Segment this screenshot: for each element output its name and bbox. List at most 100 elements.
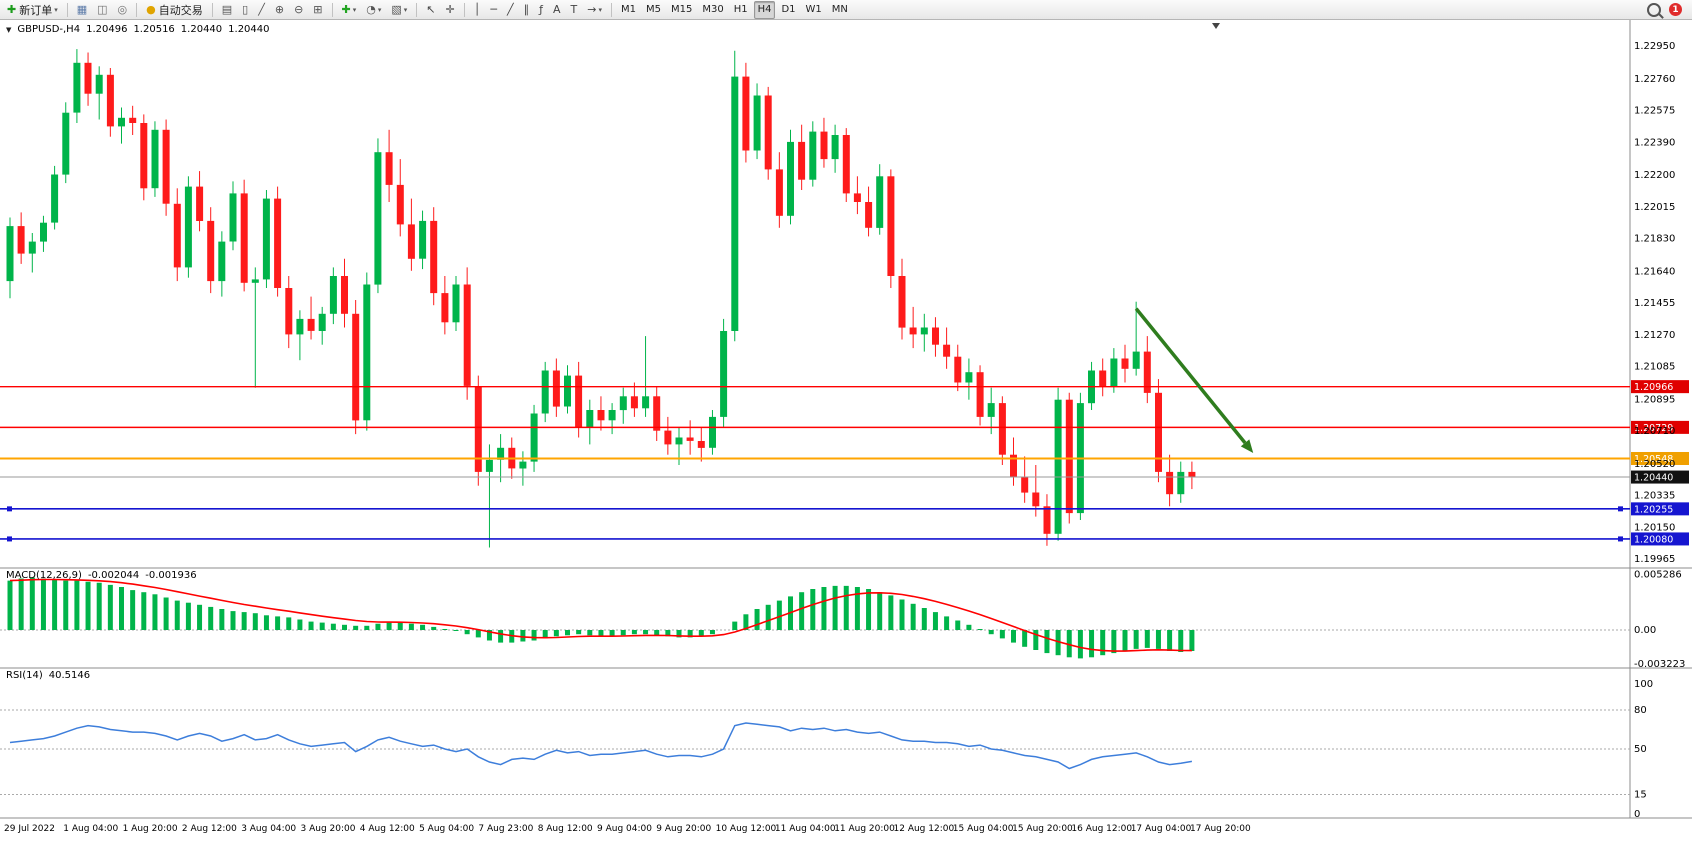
- arrows-button-caret[interactable]: ▾: [598, 5, 602, 14]
- arrows-button[interactable]: → ▾: [583, 1, 606, 19]
- bar-chart-icon: ▤: [221, 3, 233, 16]
- candle: [853, 176, 861, 215]
- autotrading-button[interactable]: ● 自动交易: [142, 1, 207, 19]
- periods-button-caret[interactable]: ▾: [377, 5, 382, 14]
- candle: [51, 165, 59, 230]
- zoom-in-button[interactable]: ⊕: [271, 1, 288, 19]
- candle: [530, 404, 538, 472]
- low-value: 1.20440: [180, 24, 223, 35]
- bid-price-line-tag-label: 1.20440: [1634, 473, 1673, 484]
- macd-axis-max: 0.005286: [1634, 569, 1682, 580]
- chart-collapse-button[interactable]: ▼: [6, 25, 12, 34]
- candle: [452, 276, 460, 331]
- timeframe-mn-button[interactable]: MN: [828, 1, 852, 19]
- candle: [865, 186, 873, 237]
- candle: [519, 451, 527, 486]
- candle: [842, 128, 850, 202]
- timeframe-d1-button[interactable]: D1: [777, 1, 799, 19]
- rsi-axis-label: 15: [1634, 790, 1647, 801]
- candle: [653, 386, 661, 441]
- resistance-line-2-tag-label: 1.20729: [1634, 423, 1673, 434]
- rsi-value: 40.5146: [48, 670, 91, 681]
- candle: [987, 387, 995, 435]
- horizontal-line-button[interactable]: ─: [486, 1, 501, 19]
- text-icon: A: [552, 3, 561, 16]
- crosshair-button[interactable]: ✛: [442, 1, 459, 19]
- line-chart-button[interactable]: ╱: [254, 1, 269, 19]
- text-button[interactable]: A: [549, 1, 565, 19]
- candlestick-chart-button[interactable]: ▯: [238, 1, 252, 19]
- timeframe-m30-button[interactable]: M30: [698, 1, 727, 19]
- new-order-button-caret[interactable]: ▾: [54, 5, 58, 14]
- indicators-button-caret[interactable]: ▾: [352, 5, 357, 14]
- timeframe-h4-button[interactable]: H4: [753, 0, 776, 19]
- zoom-out-button[interactable]: ⊖: [290, 1, 307, 19]
- cursor-button[interactable]: ↖: [422, 1, 439, 19]
- macd-signal-line: [9, 578, 1192, 652]
- candle: [62, 102, 70, 184]
- support-line-blue-1-endpoint[interactable]: [7, 506, 12, 512]
- timeframe-h4-button-label: H4: [757, 4, 772, 15]
- candle: [485, 444, 493, 548]
- support-line-blue-2-tag: [1631, 532, 1689, 546]
- price-axis-label: 1.20150: [1634, 522, 1675, 533]
- notification-badge[interactable]: 1: [1669, 3, 1682, 16]
- channel-button[interactable]: ∥: [520, 1, 534, 19]
- timeframe-w1-button[interactable]: W1: [802, 1, 826, 19]
- toolbar-separator: [66, 2, 68, 17]
- candle: [998, 396, 1006, 465]
- templates-button[interactable]: ▧ ▾: [387, 1, 411, 19]
- candle: [95, 66, 103, 120]
- candle: [1076, 392, 1084, 520]
- horizontal-line-icon: ─: [490, 3, 497, 16]
- timeframe-m5-button-label: M5: [645, 4, 661, 15]
- time-axis-label: 15 Aug 20:00: [1012, 824, 1073, 834]
- rsi-name: RSI(14): [6, 670, 43, 681]
- candle: [40, 215, 47, 252]
- templates-button-caret[interactable]: ▾: [403, 5, 408, 14]
- timeframe-m5-button[interactable]: M5: [642, 1, 665, 19]
- timeframe-m15-button[interactable]: M15: [667, 1, 696, 19]
- text-label-icon: T: [570, 3, 578, 16]
- support-line-blue-2-endpoint[interactable]: [1618, 536, 1623, 542]
- tile-windows-button[interactable]: ⊞: [309, 1, 326, 19]
- candle: [709, 410, 716, 455]
- candle: [262, 190, 270, 288]
- indicators-button[interactable]: ✚ ▾: [338, 1, 361, 19]
- bar-chart-button[interactable]: ▤: [218, 1, 236, 19]
- periods-button[interactable]: ◔ ▾: [362, 1, 385, 19]
- timeframe-m1-button[interactable]: M1: [617, 1, 640, 19]
- rsi-axis-label: 50: [1634, 744, 1647, 755]
- trendline-button[interactable]: ╱: [503, 1, 518, 19]
- candle: [173, 188, 181, 282]
- candle: [307, 296, 315, 340]
- time-axis-label: 5 Aug 04:00: [419, 824, 474, 834]
- candlestick-chart-icon: ▯: [242, 3, 249, 16]
- profiles-button[interactable]: ◫: [93, 1, 111, 19]
- text-label-button[interactable]: T: [567, 1, 582, 19]
- candle: [731, 50, 739, 342]
- support-line-blue-1-endpoint[interactable]: [1618, 506, 1623, 512]
- sell-arrow-annotation[interactable]: [1134, 307, 1247, 444]
- new-order-button[interactable]: ✚ 新订单 ▾: [3, 1, 62, 19]
- candle: [909, 306, 917, 349]
- vertical-line-icon: │: [473, 3, 481, 16]
- vertical-line-button[interactable]: │: [470, 1, 485, 19]
- candle: [1021, 456, 1029, 503]
- time-axis-label: 10 Aug 12:00: [716, 824, 777, 834]
- autotrading-button-label: 自动交易: [158, 3, 203, 17]
- search-icon[interactable]: [1647, 2, 1661, 17]
- fibonacci-button[interactable]: ƒ: [535, 1, 547, 19]
- candle: [1188, 461, 1196, 490]
- charts-button[interactable]: ▦: [73, 1, 91, 19]
- sell-arrow-annotation-head[interactable]: [1240, 439, 1254, 453]
- candle: [463, 267, 471, 400]
- toolbar-separator: [136, 2, 138, 17]
- chart-shift-marker[interactable]: [1212, 23, 1220, 29]
- support-line-blue-2-endpoint[interactable]: [7, 536, 12, 542]
- candle: [742, 62, 750, 163]
- candle: [352, 300, 360, 435]
- refresh-button[interactable]: ◎: [114, 1, 132, 19]
- timeframe-h1-button[interactable]: H1: [730, 1, 752, 19]
